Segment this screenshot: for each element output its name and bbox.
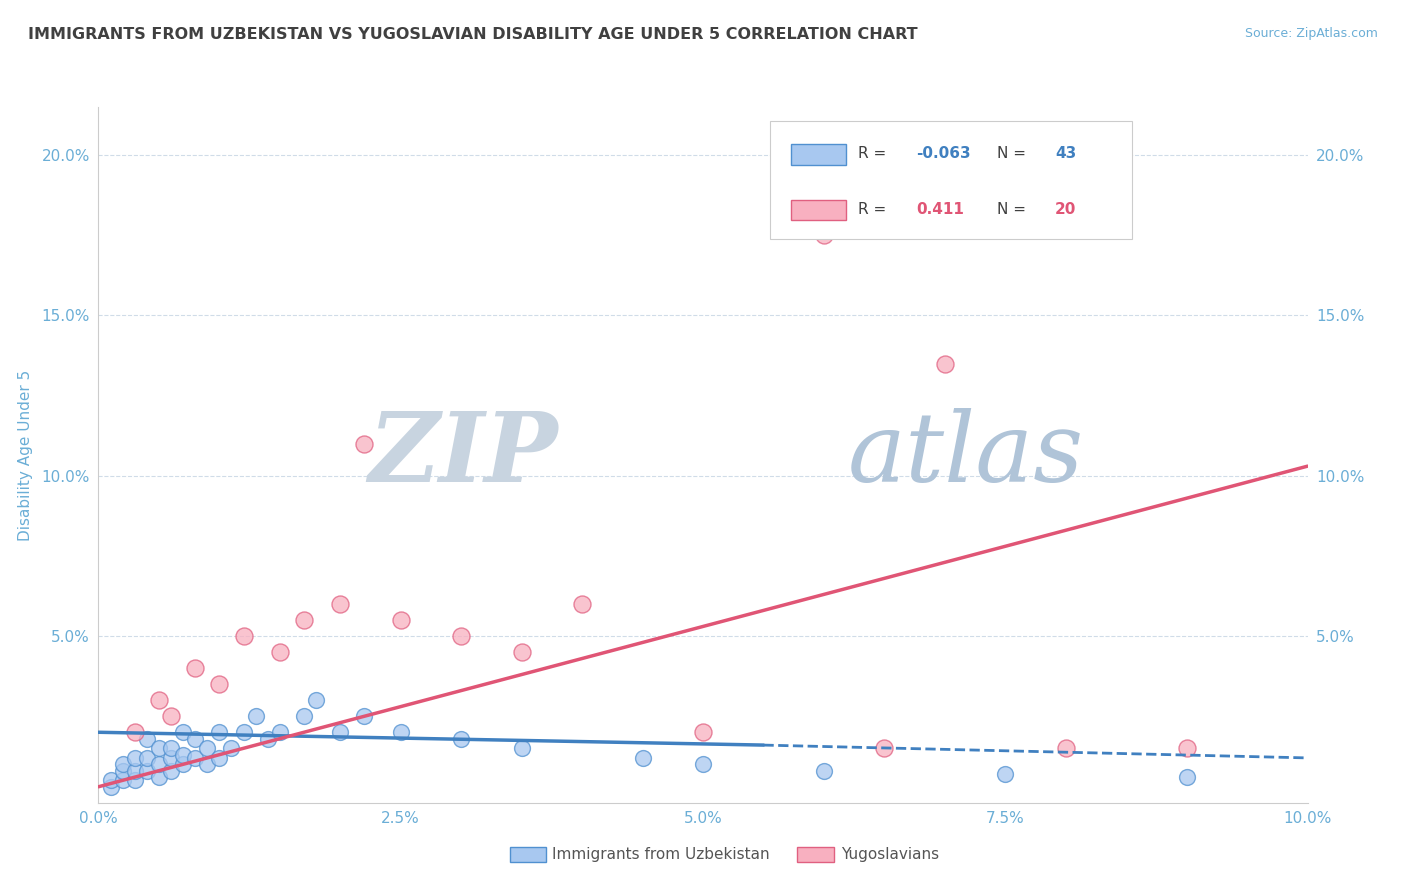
Text: -0.063: -0.063 xyxy=(915,146,970,161)
Point xyxy=(172,747,194,762)
Point xyxy=(160,751,183,765)
Point xyxy=(160,741,183,756)
Point xyxy=(329,725,352,739)
Point xyxy=(111,764,134,778)
Point xyxy=(148,693,170,707)
Text: 20: 20 xyxy=(1054,202,1076,217)
Point xyxy=(631,751,654,765)
Point xyxy=(692,725,714,739)
Point xyxy=(208,725,231,739)
Point xyxy=(195,757,218,772)
Point xyxy=(450,629,472,643)
Point xyxy=(184,731,207,746)
Point xyxy=(135,731,157,746)
Point xyxy=(172,725,194,739)
Point xyxy=(269,725,291,739)
Point xyxy=(571,597,593,611)
Text: N =: N = xyxy=(997,146,1031,161)
Point xyxy=(1175,741,1198,756)
Text: ZIP: ZIP xyxy=(368,408,558,502)
Point xyxy=(692,757,714,772)
Point xyxy=(111,757,134,772)
Point xyxy=(245,709,267,723)
Bar xyxy=(792,200,845,220)
Point xyxy=(232,629,254,643)
Text: R =: R = xyxy=(858,146,891,161)
Text: IMMIGRANTS FROM UZBEKISTAN VS YUGOSLAVIAN DISABILITY AGE UNDER 5 CORRELATION CHA: IMMIGRANTS FROM UZBEKISTAN VS YUGOSLAVIA… xyxy=(28,27,918,42)
Text: atlas: atlas xyxy=(848,408,1084,502)
Y-axis label: Disability Age Under 5: Disability Age Under 5 xyxy=(18,369,34,541)
Point xyxy=(148,770,170,784)
Point xyxy=(269,645,291,659)
Point xyxy=(208,751,231,765)
Point xyxy=(148,741,170,756)
Point xyxy=(232,725,254,739)
Bar xyxy=(797,847,834,862)
Point xyxy=(124,764,146,778)
Point xyxy=(124,725,146,739)
Point xyxy=(160,709,183,723)
Point xyxy=(172,757,194,772)
Point xyxy=(292,613,315,627)
Text: Yugoslavians: Yugoslavians xyxy=(841,847,939,862)
Point xyxy=(873,741,896,756)
Point xyxy=(450,731,472,746)
Point xyxy=(389,613,412,627)
Point xyxy=(124,751,146,765)
Point xyxy=(256,731,278,746)
Point xyxy=(221,741,243,756)
Point xyxy=(329,597,352,611)
Point xyxy=(292,709,315,723)
Point xyxy=(353,436,375,450)
Text: 43: 43 xyxy=(1054,146,1076,161)
Point xyxy=(1175,770,1198,784)
Point xyxy=(510,741,533,756)
Point xyxy=(208,677,231,691)
Point xyxy=(184,661,207,675)
Text: R =: R = xyxy=(858,202,896,217)
Point xyxy=(353,709,375,723)
Text: 0.411: 0.411 xyxy=(915,202,963,217)
Point xyxy=(994,767,1017,781)
Point xyxy=(389,725,412,739)
Point xyxy=(124,773,146,788)
Bar xyxy=(792,144,845,165)
Point xyxy=(813,228,835,243)
Point xyxy=(100,780,122,794)
Point xyxy=(100,773,122,788)
Point xyxy=(135,751,157,765)
Point xyxy=(148,757,170,772)
Text: Source: ZipAtlas.com: Source: ZipAtlas.com xyxy=(1244,27,1378,40)
Point xyxy=(195,741,218,756)
FancyBboxPatch shape xyxy=(769,121,1132,239)
Point xyxy=(160,764,183,778)
Bar xyxy=(509,847,546,862)
Point xyxy=(111,773,134,788)
Text: N =: N = xyxy=(997,202,1031,217)
Point xyxy=(305,693,328,707)
Text: Immigrants from Uzbekistan: Immigrants from Uzbekistan xyxy=(553,847,769,862)
Point xyxy=(510,645,533,659)
Point xyxy=(135,764,157,778)
Point xyxy=(934,357,956,371)
Point xyxy=(1054,741,1077,756)
Point xyxy=(813,764,835,778)
Point xyxy=(184,751,207,765)
